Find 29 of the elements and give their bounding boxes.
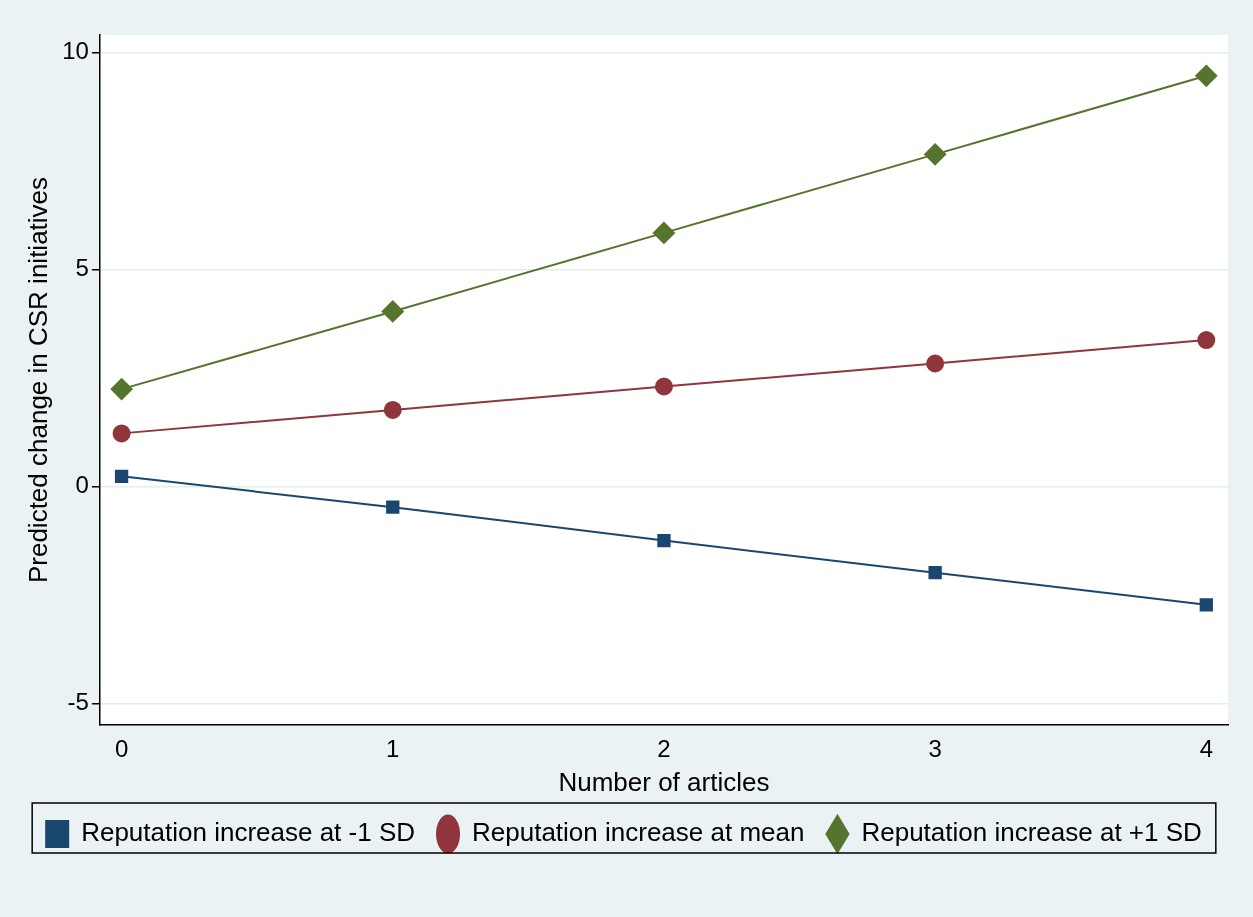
point [112, 424, 131, 443]
y-tick-label: 5 [75, 253, 89, 281]
point [1195, 64, 1218, 87]
y-tick-label: 10 [62, 36, 89, 64]
point [926, 354, 945, 373]
point [928, 566, 942, 580]
y-tick-label: -5 [67, 687, 89, 715]
legend-label: Reputation increase at mean [472, 817, 805, 848]
x-tick-label: 0 [114, 735, 129, 763]
legend-label: Reputation increase at -1 SD [81, 817, 416, 848]
x-tick-label: 2 [657, 735, 671, 763]
y-axis-title: Predicted change in CSR initiatives [22, 176, 53, 584]
point [386, 500, 400, 514]
point [654, 377, 673, 396]
x-tick-label: 4 [1199, 735, 1213, 763]
point [1197, 331, 1216, 350]
point [383, 400, 402, 419]
x-tick-label: 1 [386, 735, 400, 763]
point [114, 469, 129, 483]
point [381, 300, 404, 323]
point [924, 143, 947, 166]
y-tick-label: 0 [75, 470, 89, 498]
x-tick-label: 3 [928, 735, 942, 763]
x-axis-title: Number of articles [558, 766, 770, 797]
point [1199, 598, 1213, 612]
point [110, 378, 133, 401]
point [657, 533, 671, 548]
point [652, 221, 675, 244]
legend-label: Reputation increase at +1 SD [861, 817, 1202, 848]
